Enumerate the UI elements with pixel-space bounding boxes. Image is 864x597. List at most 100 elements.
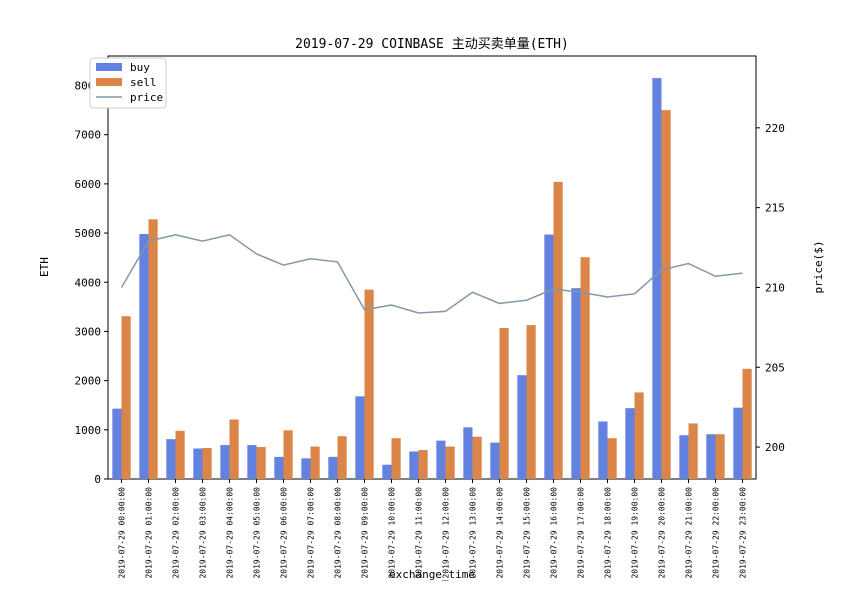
x-tick-label: 2019-07-29 15:00:00 — [523, 487, 532, 579]
bar-sell — [310, 446, 320, 479]
x-tick-label: 2019-07-29 09:00:00 — [361, 487, 370, 579]
bar-sell — [121, 316, 131, 479]
x-tick-label: 2019-07-29 14:00:00 — [496, 487, 505, 579]
bar-sell — [337, 436, 347, 479]
y-axis-right: 200 205 210 215 220 — [756, 122, 785, 454]
bar-sell — [526, 325, 536, 479]
x-axis-title: exchange_time — [389, 568, 475, 581]
bar-sell — [742, 368, 752, 479]
x-tick-label: 2019-07-29 16:00:00 — [550, 487, 559, 579]
bar-buy — [274, 456, 284, 479]
bar-buy — [166, 439, 176, 479]
y2-axis-title: price($) — [812, 241, 825, 294]
x-tick-label: 2019-07-29 23:00:00 — [739, 487, 748, 579]
price-line — [120, 233, 743, 314]
plot-border — [107, 55, 757, 480]
bar-sell — [580, 257, 590, 479]
bar-sell — [148, 219, 158, 479]
bar-sell — [499, 327, 509, 479]
x-tick-label: 2019-07-29 07:00:00 — [307, 487, 316, 579]
x-tick-label: 2019-07-29 13:00:00 — [469, 487, 478, 579]
legend-label-sell: sell — [130, 76, 157, 89]
bar-buy — [625, 408, 635, 479]
y2-tick-label: 205 — [765, 361, 785, 374]
legend-swatch-sell — [96, 78, 122, 86]
x-tick-label: 2019-07-29 01:00:00 — [145, 487, 154, 579]
plot-area — [107, 55, 757, 480]
bar-buy — [517, 375, 527, 479]
bar-buy — [112, 408, 122, 479]
chart-title: 2019-07-29 COINBASE 主动买卖单量(ETH) — [295, 37, 569, 52]
legend: buy sell price — [89, 57, 167, 109]
bar-buy — [247, 445, 257, 479]
y-tick-label: 0 — [94, 473, 101, 486]
price-line-group — [120, 233, 743, 314]
bar-buy — [544, 234, 554, 479]
bar-sell — [472, 436, 482, 479]
y2-tick-label: 210 — [765, 281, 785, 294]
bar-sell — [553, 181, 563, 480]
x-tick-label: 2019-07-29 04:00:00 — [226, 487, 235, 579]
bar-sell — [256, 447, 266, 479]
y-tick-label: 5000 — [75, 227, 102, 240]
x-tick-label: 2019-07-29 17:00:00 — [577, 487, 586, 579]
bar-buy — [139, 234, 149, 479]
x-tick-label: 2019-07-29 20:00:00 — [658, 487, 667, 579]
x-tick-label: 2019-07-29 02:00:00 — [172, 487, 181, 579]
y-tick-label: 6000 — [75, 178, 102, 191]
bar-sell — [418, 449, 428, 479]
y2-tick-label: 215 — [765, 202, 785, 215]
x-tick-label: 2019-07-29 12:00:00 — [442, 487, 451, 579]
x-tick-label: 2019-07-29 05:00:00 — [253, 487, 262, 579]
bar-buy — [571, 288, 581, 479]
bar-buy — [598, 421, 608, 479]
bar-sell — [229, 419, 239, 479]
x-axis: 2019-07-29 00:00:00 2019-07-29 01:00:00 20… — [118, 479, 748, 579]
bar-buy — [409, 451, 419, 479]
bar-buy — [733, 407, 743, 479]
bar-buy — [301, 458, 311, 479]
bar-buy — [652, 78, 662, 479]
x-tick-label: 2019-07-29 08:00:00 — [334, 487, 343, 579]
x-tick-label: 2019-07-29 03:00:00 — [199, 487, 208, 579]
bar-sell — [688, 423, 698, 479]
legend-label-price: price — [130, 91, 163, 104]
legend-swatch-buy — [96, 63, 122, 71]
bar-sell — [715, 434, 725, 479]
bar-sell — [283, 430, 293, 479]
y-tick-label: 2000 — [75, 375, 102, 388]
y-axis-title: ETH — [38, 257, 51, 277]
bar-sell — [175, 430, 185, 479]
y-tick-label: 7000 — [75, 129, 102, 142]
bar-buy — [436, 440, 446, 479]
x-tick-label: 2019-07-29 21:00:00 — [685, 487, 694, 579]
bar-sell — [364, 289, 374, 479]
y-tick-label: 4000 — [75, 276, 102, 289]
bar-sell — [445, 446, 455, 479]
bar-sell — [391, 438, 401, 479]
bar-buy — [382, 464, 392, 479]
legend-label-buy: buy — [130, 61, 150, 74]
bar-buy — [706, 434, 716, 479]
x-tick-label: 2019-07-29 06:00:00 — [280, 487, 289, 579]
y2-tick-label: 220 — [765, 122, 785, 135]
bar-buy — [490, 442, 500, 479]
bar-buy — [220, 445, 230, 479]
bar-sell — [661, 110, 671, 480]
bar-sell — [202, 448, 212, 479]
x-tick-label: 2019-07-29 19:00:00 — [631, 487, 640, 579]
bar-sell — [607, 438, 617, 479]
x-tick-label: 2019-07-29 00:00:00 — [118, 487, 127, 579]
x-tick-label: 2019-07-29 22:00:00 — [712, 487, 721, 579]
bar-buy — [328, 456, 338, 479]
bar-group — [112, 78, 752, 480]
bar-buy — [193, 448, 203, 479]
y-tick-label: 3000 — [75, 325, 102, 338]
y2-tick-label: 200 — [765, 441, 785, 454]
bar-buy — [355, 396, 365, 479]
bar-buy — [463, 427, 473, 479]
bar-sell — [634, 392, 644, 479]
y-tick-label: 1000 — [75, 424, 102, 437]
